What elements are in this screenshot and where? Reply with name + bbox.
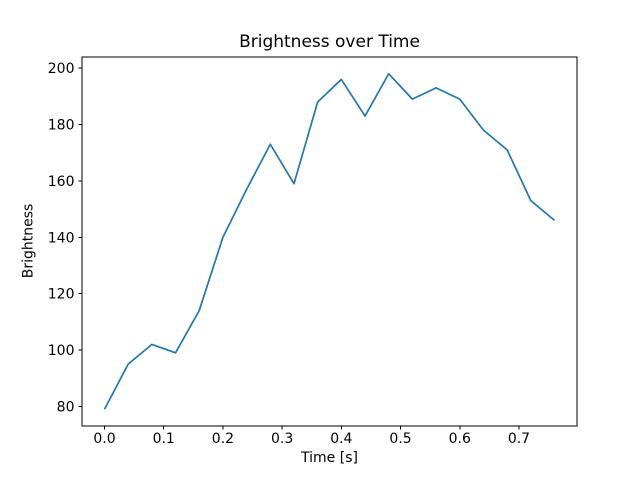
x-tick-label: 0.5 [389, 431, 411, 447]
y-tick-label: 140 [48, 230, 75, 246]
x-tick-label: 0.7 [508, 431, 530, 447]
x-tick-label: 0.2 [212, 431, 234, 447]
y-tick-label: 80 [57, 399, 75, 415]
y-tick-label: 120 [48, 287, 75, 303]
y-tick-label: 200 [48, 61, 75, 77]
y-axis-label: Brightness [20, 203, 37, 279]
x-tick-label: 0.1 [153, 431, 175, 447]
chart-title: Brightness over Time [239, 32, 420, 52]
plot-border [81, 56, 578, 427]
x-tick-label: 0.3 [271, 431, 293, 447]
brightness-line [103, 72, 556, 410]
x-tick-label: 0.6 [449, 431, 471, 447]
y-tick-label: 160 [48, 174, 75, 190]
x-tick-label: 0.0 [93, 431, 115, 447]
x-tick-label: 0.4 [330, 431, 352, 447]
y-tick-label: 180 [48, 118, 75, 134]
y-tick-label: 100 [48, 343, 75, 359]
x-axis-label: Time [s] [301, 450, 358, 466]
